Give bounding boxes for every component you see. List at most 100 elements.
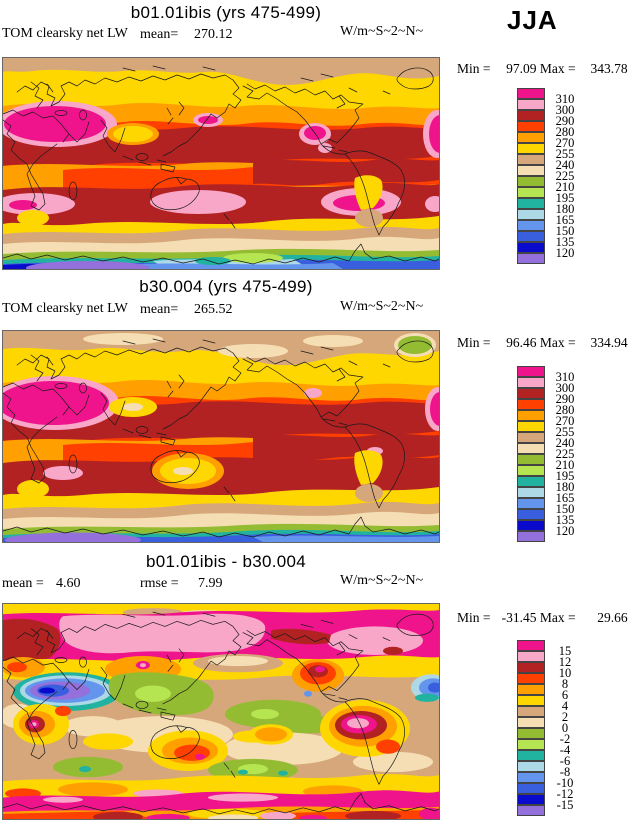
legend-tick-label: -4 <box>559 742 571 757</box>
panel-3-title: b01.01ibis - b30.004 <box>145 552 307 571</box>
min-value: -31.45 <box>501 610 537 625</box>
panel-3-rmse-label: rmse = <box>140 576 179 591</box>
legend-tick-label: 150 <box>555 223 575 238</box>
legend-tick-label: 6 <box>561 687 569 702</box>
contour-fills-map-2 <box>3 331 439 542</box>
legend-tick-label: 180 <box>555 201 575 216</box>
legend-color-box <box>517 531 545 542</box>
panel-3-colorbar: 15 12 10 8 6 4 2 0 -2 -4 -6 -8 -10 -12 -15 <box>517 640 589 816</box>
legend-tick-label: -6 <box>559 753 571 768</box>
legend-tick-label: 195 <box>555 190 575 205</box>
contour-fills-map-1 <box>3 58 439 269</box>
legend-tick-label: 310 <box>555 369 575 384</box>
panel-3-minmax: Min = -31.45 Max = 29.66 <box>457 610 634 626</box>
legend-tick-label: 120 <box>555 523 575 538</box>
legend-color-box <box>517 121 545 132</box>
legend-color-box <box>517 750 545 761</box>
legend-tick-label: 225 <box>555 168 575 183</box>
contour-fills-map-3 <box>3 604 439 819</box>
legend-color-box <box>517 728 545 739</box>
legend-color-box <box>517 640 545 651</box>
legend-color-box <box>517 465 545 476</box>
legend-color-box <box>517 662 545 673</box>
legend-tick-label: 180 <box>555 479 575 494</box>
max-value: 343.78 <box>590 61 628 76</box>
legend-tick-label: 290 <box>555 113 575 128</box>
world-map-2 <box>3 331 439 542</box>
legend-tick-label: 255 <box>555 424 575 439</box>
legend-tick-label: 4 <box>561 698 569 713</box>
legend-color-box <box>517 399 545 410</box>
legend-color-box <box>517 110 545 121</box>
min-label: Min = <box>457 610 491 625</box>
legend-color-box <box>517 739 545 750</box>
panel-3-rmse-value: 7.99 <box>198 576 223 591</box>
legend-tick-label: -15 <box>556 797 574 812</box>
panel-2-title: b30.004 (yrs 475-499) <box>139 277 313 296</box>
legend-color-box <box>517 242 545 253</box>
legend-color-box <box>517 165 545 176</box>
legend-color-box <box>517 651 545 662</box>
legend-color-box <box>517 761 545 772</box>
panel-1-colorbar: 310 300 290 280 270 255 240 225 210 195 180 165 150 1… <box>517 88 589 264</box>
legend-color-box <box>517 187 545 198</box>
panel-1-map-frame <box>2 57 440 270</box>
panel-1-mean-label: mean= <box>140 27 179 42</box>
max-label: Max = <box>539 61 576 76</box>
legend-color-box <box>517 209 545 220</box>
panel-1-variable-label: TOM clearsky net LW <box>2 26 128 41</box>
legend-color-box <box>517 717 545 728</box>
legend-tick-label: 165 <box>555 490 575 505</box>
legend-tick-label: 15 <box>558 643 572 658</box>
panel-2-minmax: Min = 96.46 Max = 334.94 <box>457 335 634 351</box>
legend-tick-label: -10 <box>556 775 574 790</box>
min-value: 96.46 <box>506 335 537 350</box>
legend-tick-label: 195 <box>555 468 575 483</box>
legend-color-box <box>517 231 545 242</box>
legend-tick-label: 280 <box>555 402 575 417</box>
legend-color-box <box>517 443 545 454</box>
legend-tick-label: 2 <box>561 709 569 724</box>
legend-color-box <box>517 253 545 264</box>
legend-color-box <box>517 88 545 99</box>
legend-tick-label: 0 <box>561 720 569 735</box>
max-label: Max = <box>539 335 576 350</box>
legend-tick-label: 290 <box>555 391 575 406</box>
legend-tick-label: 135 <box>555 512 575 527</box>
legend-tick-label: 300 <box>555 102 575 117</box>
legend-color-box <box>517 695 545 706</box>
legend-tick-label: 300 <box>555 380 575 395</box>
legend-color-box <box>517 421 545 432</box>
panel-3-mean-value: 4.60 <box>56 576 81 591</box>
panel-1-minmax: Min = 97.09 Max = 343.78 <box>457 61 634 77</box>
legend-tick-label: 165 <box>555 212 575 227</box>
panel-1-title: b01.01ibis (yrs 475-499) <box>130 3 322 22</box>
panel-2-map-frame <box>2 330 440 543</box>
legend-color-box <box>517 487 545 498</box>
legend-color-box <box>517 432 545 443</box>
legend-color-box <box>517 220 545 231</box>
legend-color-box <box>517 388 545 399</box>
legend-tick-label: 310 <box>555 91 575 106</box>
panel-2-mean-label: mean= <box>140 302 179 317</box>
legend-color-box <box>517 772 545 783</box>
legend-tick-label: 240 <box>555 435 575 450</box>
panel-1-units-label: W/m~S~2~N~ <box>340 24 424 39</box>
min-value: 97.09 <box>506 61 537 76</box>
max-value: 29.66 <box>597 610 628 625</box>
panel-2-colorbar: 310 300 290 280 270 255 240 225 210 195 180 165 150 1… <box>517 366 589 542</box>
legend-tick-label: 270 <box>555 135 575 150</box>
panel-2-mean-value: 265.52 <box>194 302 233 317</box>
legend-tick-label: 255 <box>555 146 575 161</box>
max-label: Max = <box>539 610 576 625</box>
legend-color-box <box>517 509 545 520</box>
legend-color-box <box>517 783 545 794</box>
panel-3-map-frame <box>2 603 440 820</box>
legend-color-box <box>517 198 545 209</box>
legend-color-box <box>517 454 545 465</box>
legend-tick-label: -2 <box>559 731 571 746</box>
panel-1-mean-value: 270.12 <box>194 27 233 42</box>
legend-color-box <box>517 132 545 143</box>
legend-tick-label: 120 <box>555 245 575 260</box>
